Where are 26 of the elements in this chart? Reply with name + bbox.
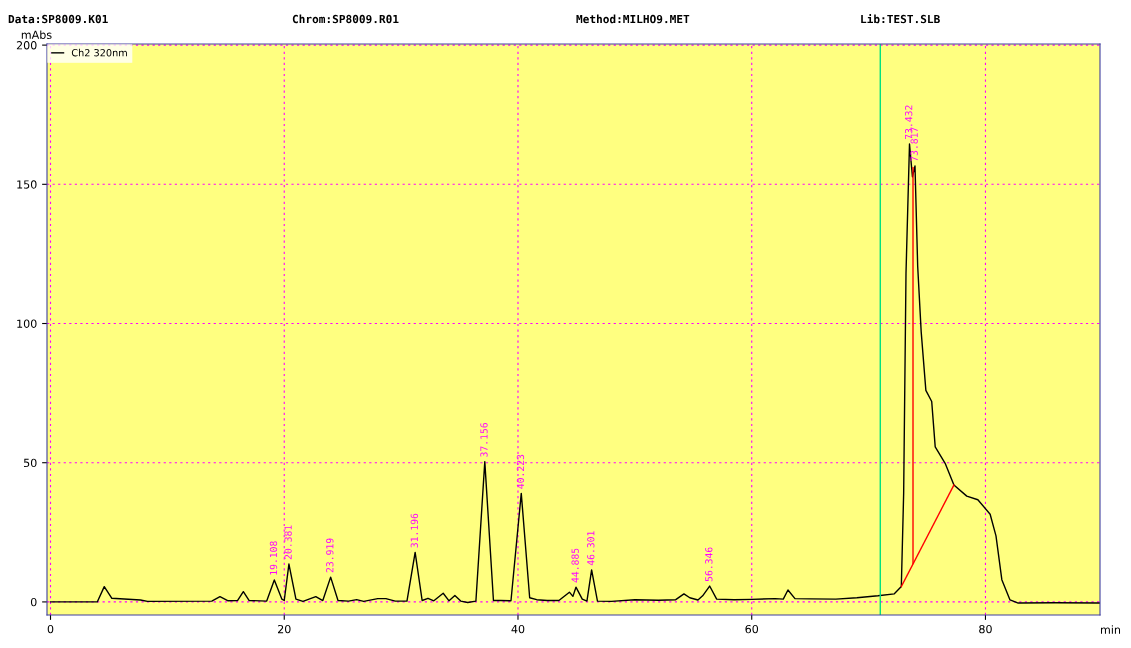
- y-axis-title: mAbs: [21, 30, 52, 39]
- annotation: 20.381: [284, 525, 292, 560]
- y-tick-label: 0: [30, 597, 37, 607]
- annotation: 46.301: [587, 531, 595, 566]
- text: Method:MILHO9.MET: [576, 14, 690, 24]
- annotation: 31.196: [410, 513, 418, 548]
- x-tick-label: 80: [979, 624, 992, 634]
- x-tick-label: 60: [745, 624, 759, 634]
- text: Chrom:SP8009.R01: [292, 14, 399, 24]
- annotation: 56.346: [705, 547, 713, 582]
- y-tick-label: 50: [24, 458, 37, 468]
- text: Data:SP8009.K01: [8, 14, 108, 24]
- x-tick-label: 40: [511, 624, 525, 634]
- y-tick-label: 100: [17, 319, 37, 328]
- annotation: 19.108: [269, 541, 278, 575]
- x-tick-label: 20: [277, 624, 291, 634]
- x-axis-title: min: [1101, 625, 1121, 634]
- y-tick-label: 200: [16, 41, 37, 50]
- legend-label: Ch2 320nm: [71, 48, 127, 57]
- text: Lib:TEST.SLB: [861, 14, 940, 24]
- y-tick-label: 150: [17, 180, 37, 189]
- x-tick-label: 0: [47, 624, 54, 634]
- annotation: 37.156: [480, 422, 488, 457]
- annotation: 40.223: [516, 454, 525, 489]
- annotation: 23.919: [326, 538, 334, 573]
- annotation: 44.885: [571, 548, 579, 583]
